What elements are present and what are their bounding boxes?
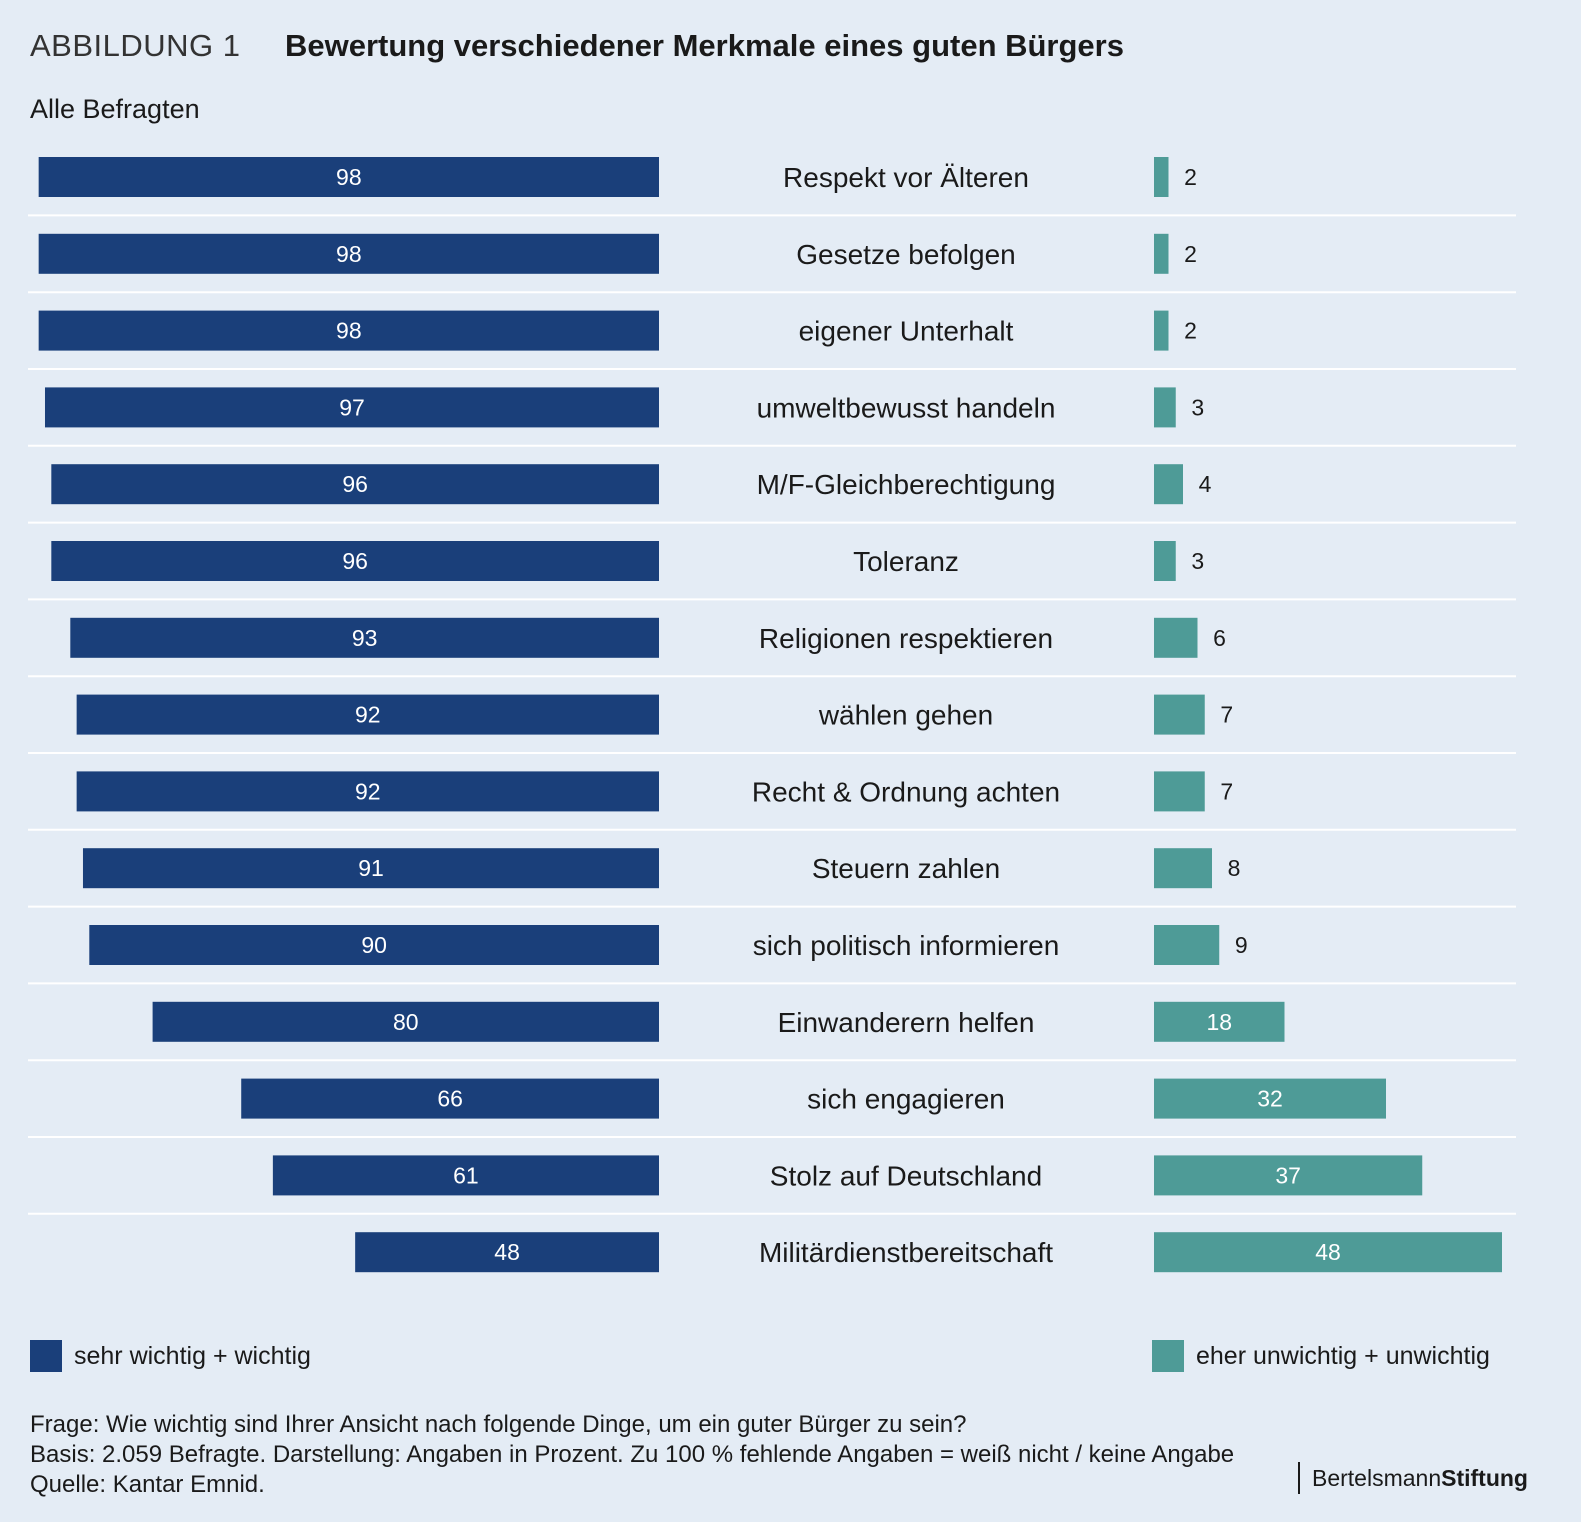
- value-label-unimportant: 3: [1191, 394, 1204, 420]
- chart-title: Bewertung verschiedener Merkmale eines g…: [284, 28, 1124, 63]
- value-label-important: 98: [336, 318, 362, 344]
- bar-important: [355, 1232, 659, 1273]
- value-label-important: 90: [361, 932, 387, 958]
- bar-unimportant: [1154, 848, 1212, 889]
- value-label-unimportant: 48: [1315, 1239, 1341, 1265]
- value-label-important: 61: [453, 1162, 479, 1188]
- category-label: umweltbewusst handeln: [757, 392, 1056, 423]
- value-label-unimportant: 4: [1199, 471, 1212, 497]
- value-label-important: 93: [352, 625, 378, 651]
- bar-important: [51, 464, 659, 505]
- value-label-unimportant: 37: [1275, 1162, 1301, 1188]
- bar-important: [241, 1078, 659, 1119]
- legend-swatch-unimportant: [1152, 1340, 1184, 1372]
- bar-important: [76, 771, 659, 812]
- value-label-unimportant: 2: [1184, 241, 1197, 267]
- legend-item-unimportant: eher unwichtig + unwichtig: [1152, 1340, 1490, 1372]
- bar-important: [82, 848, 660, 889]
- footer-basis: Basis: 2.059 Befragte. Darstellung: Anga…: [30, 1441, 1235, 1468]
- bar-unimportant: [1154, 1078, 1386, 1119]
- figure-label: ABBILDUNG 1: [30, 28, 241, 63]
- category-label: Steuern zahlen: [812, 853, 1000, 884]
- brand-name-part2: Stiftung: [1441, 1465, 1528, 1491]
- bar-important: [51, 541, 659, 581]
- value-label-unimportant: 6: [1213, 625, 1226, 651]
- value-label-important: 48: [494, 1239, 520, 1265]
- category-label: sich politisch informieren: [753, 930, 1060, 961]
- bar-unimportant: [1154, 925, 1220, 965]
- bar-unimportant: [1154, 694, 1205, 735]
- bar-important: [38, 233, 660, 274]
- value-label-important: 66: [437, 1086, 463, 1112]
- value-label-unimportant: 7: [1220, 778, 1233, 804]
- value-label-important: 96: [342, 471, 368, 497]
- bar-unimportant: [1154, 464, 1183, 505]
- bar-unimportant: [1154, 310, 1169, 351]
- footer-notes: Frage: Wie wichtig sind Ihrer Ansicht na…: [30, 1410, 1234, 1500]
- value-label-unimportant: 7: [1220, 702, 1233, 728]
- value-label-important: 98: [336, 241, 362, 267]
- brand-logo: BertelsmannStiftung: [1298, 1462, 1528, 1494]
- value-label-important: 97: [339, 394, 365, 420]
- value-label-unimportant: 2: [1184, 164, 1197, 190]
- bar-important: [272, 1155, 659, 1196]
- value-label-unimportant: 8: [1228, 855, 1241, 881]
- category-label: Recht & Ordnung achten: [752, 776, 1060, 807]
- value-label-important: 80: [393, 1009, 419, 1035]
- bar-unimportant: [1154, 771, 1205, 812]
- bar-unimportant: [1154, 617, 1198, 658]
- value-label-important: 92: [355, 778, 381, 804]
- bar-important: [152, 1001, 659, 1042]
- bar-unimportant: [1154, 541, 1176, 581]
- category-label: Gesetze befolgen: [796, 239, 1016, 270]
- footer-question: Frage: Wie wichtig sind Ihrer Ansicht na…: [30, 1411, 967, 1438]
- bar-unimportant: [1154, 1155, 1423, 1196]
- footer-source: Quelle: Kantar Emnid.: [30, 1471, 265, 1498]
- category-label: sich engagieren: [807, 1084, 1005, 1115]
- bar-unimportant: [1154, 233, 1169, 274]
- legend-item-important: sehr wichtig + wichtig: [30, 1340, 311, 1372]
- bar-unimportant: [1154, 387, 1176, 428]
- bar-unimportant: [1154, 1001, 1285, 1042]
- bar-important: [76, 694, 659, 735]
- legend-label-unimportant: eher unwichtig + unwichtig: [1196, 1341, 1490, 1370]
- value-label-important: 96: [342, 548, 368, 574]
- bar-important: [89, 925, 660, 965]
- legend-label-important: sehr wichtig + wichtig: [74, 1341, 311, 1370]
- bar-important: [38, 310, 660, 351]
- bar-important: [38, 157, 660, 197]
- legend-swatch-important: [30, 1340, 62, 1372]
- figure-header: ABBILDUNG 1 Bewertung verschiedener Merk…: [30, 28, 1124, 64]
- value-label-unimportant: 2: [1184, 318, 1197, 344]
- value-label-important: 91: [358, 855, 384, 881]
- category-label: Stolz auf Deutschland: [770, 1160, 1042, 1191]
- category-label: Toleranz: [853, 546, 959, 577]
- category-label: wählen gehen: [818, 700, 993, 731]
- bar-unimportant: [1154, 157, 1169, 197]
- bar-important: [44, 387, 660, 428]
- category-label: M/F-Gleichberechtigung: [757, 469, 1056, 500]
- category-label: Militärdienstbereitschaft: [759, 1237, 1053, 1268]
- value-label-unimportant: 9: [1235, 932, 1248, 958]
- value-label-unimportant: 32: [1257, 1086, 1283, 1112]
- category-label: Respekt vor Älteren: [783, 162, 1029, 193]
- value-label-important: 98: [336, 164, 362, 190]
- value-label-unimportant: 3: [1191, 548, 1204, 574]
- bar-chart: 98 Respekt vor Älteren 298 Gesetze befolgen…: [28, 157, 1516, 1273]
- bar-unimportant: [1154, 1232, 1502, 1273]
- category-label: eigener Unterhalt: [799, 316, 1014, 347]
- value-label-unimportant: 18: [1206, 1009, 1232, 1035]
- category-label: Einwanderern helfen: [778, 1007, 1035, 1038]
- value-label-important: 92: [355, 702, 381, 728]
- bar-important: [70, 617, 659, 658]
- category-label: Religionen respektieren: [759, 623, 1053, 654]
- chart-subtitle: Alle Befragten: [30, 94, 200, 124]
- brand-name-part1: Bertelsmann: [1312, 1465, 1442, 1491]
